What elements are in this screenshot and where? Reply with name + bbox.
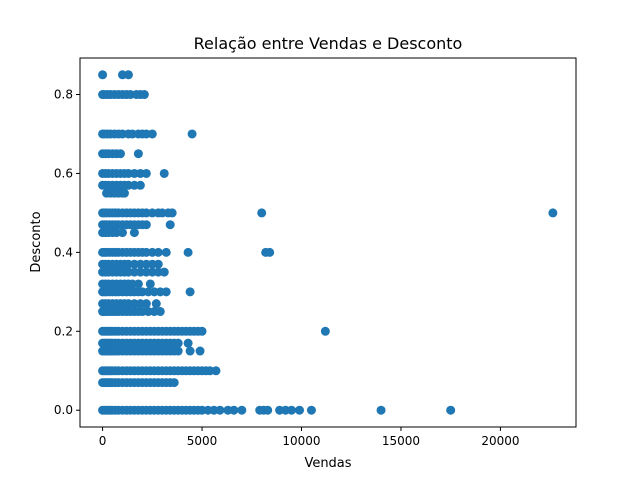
data-point [173, 338, 183, 348]
data-point [151, 299, 161, 309]
data-point [129, 228, 139, 238]
data-point [173, 346, 183, 356]
data-point [185, 287, 195, 297]
x-tick-label: 0 [99, 434, 107, 448]
data-point [153, 259, 163, 269]
data-point [197, 326, 207, 336]
data-point [153, 247, 163, 257]
data-point [147, 129, 157, 139]
data-point [237, 405, 247, 415]
data-point [159, 267, 169, 277]
plot-frame [79, 57, 577, 428]
data-point [183, 338, 193, 348]
data-point [211, 366, 221, 376]
data-point [446, 405, 456, 415]
data-point [139, 90, 149, 100]
data-point [117, 228, 127, 238]
chart-title: Relação entre Vendas e Desconto [194, 34, 463, 53]
data-point [263, 405, 273, 415]
data-point [161, 287, 171, 297]
data-point [169, 378, 179, 388]
x-tick-label: 20000 [481, 434, 519, 448]
data-point [215, 405, 225, 415]
data-point [195, 346, 205, 356]
data-point [183, 247, 193, 257]
data-point [265, 247, 275, 257]
data-point [133, 149, 143, 159]
data-points [98, 70, 558, 415]
x-tick-label: 5000 [187, 434, 218, 448]
y-tick-label: 0.0 [54, 403, 73, 417]
y-tick-label: 0.6 [54, 166, 73, 180]
data-point [141, 220, 151, 230]
data-point [376, 405, 386, 415]
data-point [119, 188, 129, 198]
data-point [320, 326, 330, 336]
data-point [123, 70, 133, 80]
x-axis-label: Vendas [304, 456, 351, 471]
data-point [161, 247, 171, 257]
data-point [141, 168, 151, 178]
y-tick-label: 0.4 [54, 245, 73, 259]
data-point [141, 299, 151, 309]
x-tick-label: 15000 [382, 434, 420, 448]
data-point [133, 279, 143, 289]
data-point [135, 180, 145, 190]
data-point [548, 208, 558, 218]
data-point [159, 168, 169, 178]
data-point [145, 279, 155, 289]
x-tick-label: 10000 [282, 434, 320, 448]
data-point [185, 346, 195, 356]
data-point [287, 405, 297, 415]
y-tick-label: 0.2 [54, 324, 73, 338]
data-point [167, 208, 177, 218]
data-point [165, 220, 175, 230]
y-axis-label: Desconto [29, 211, 44, 272]
data-point [155, 307, 165, 317]
data-point [295, 405, 305, 415]
x-axis-ticks: 0 5000 10000 15000 20000 [99, 427, 520, 448]
y-tick-label: 0.8 [54, 88, 73, 102]
data-point [257, 208, 267, 218]
data-point [306, 405, 316, 415]
data-point [115, 149, 125, 159]
data-point [98, 70, 108, 80]
y-axis-ticks: 0.0 0.2 0.4 0.6 0.8 [54, 88, 80, 417]
data-point [229, 405, 239, 415]
data-point [187, 129, 197, 139]
